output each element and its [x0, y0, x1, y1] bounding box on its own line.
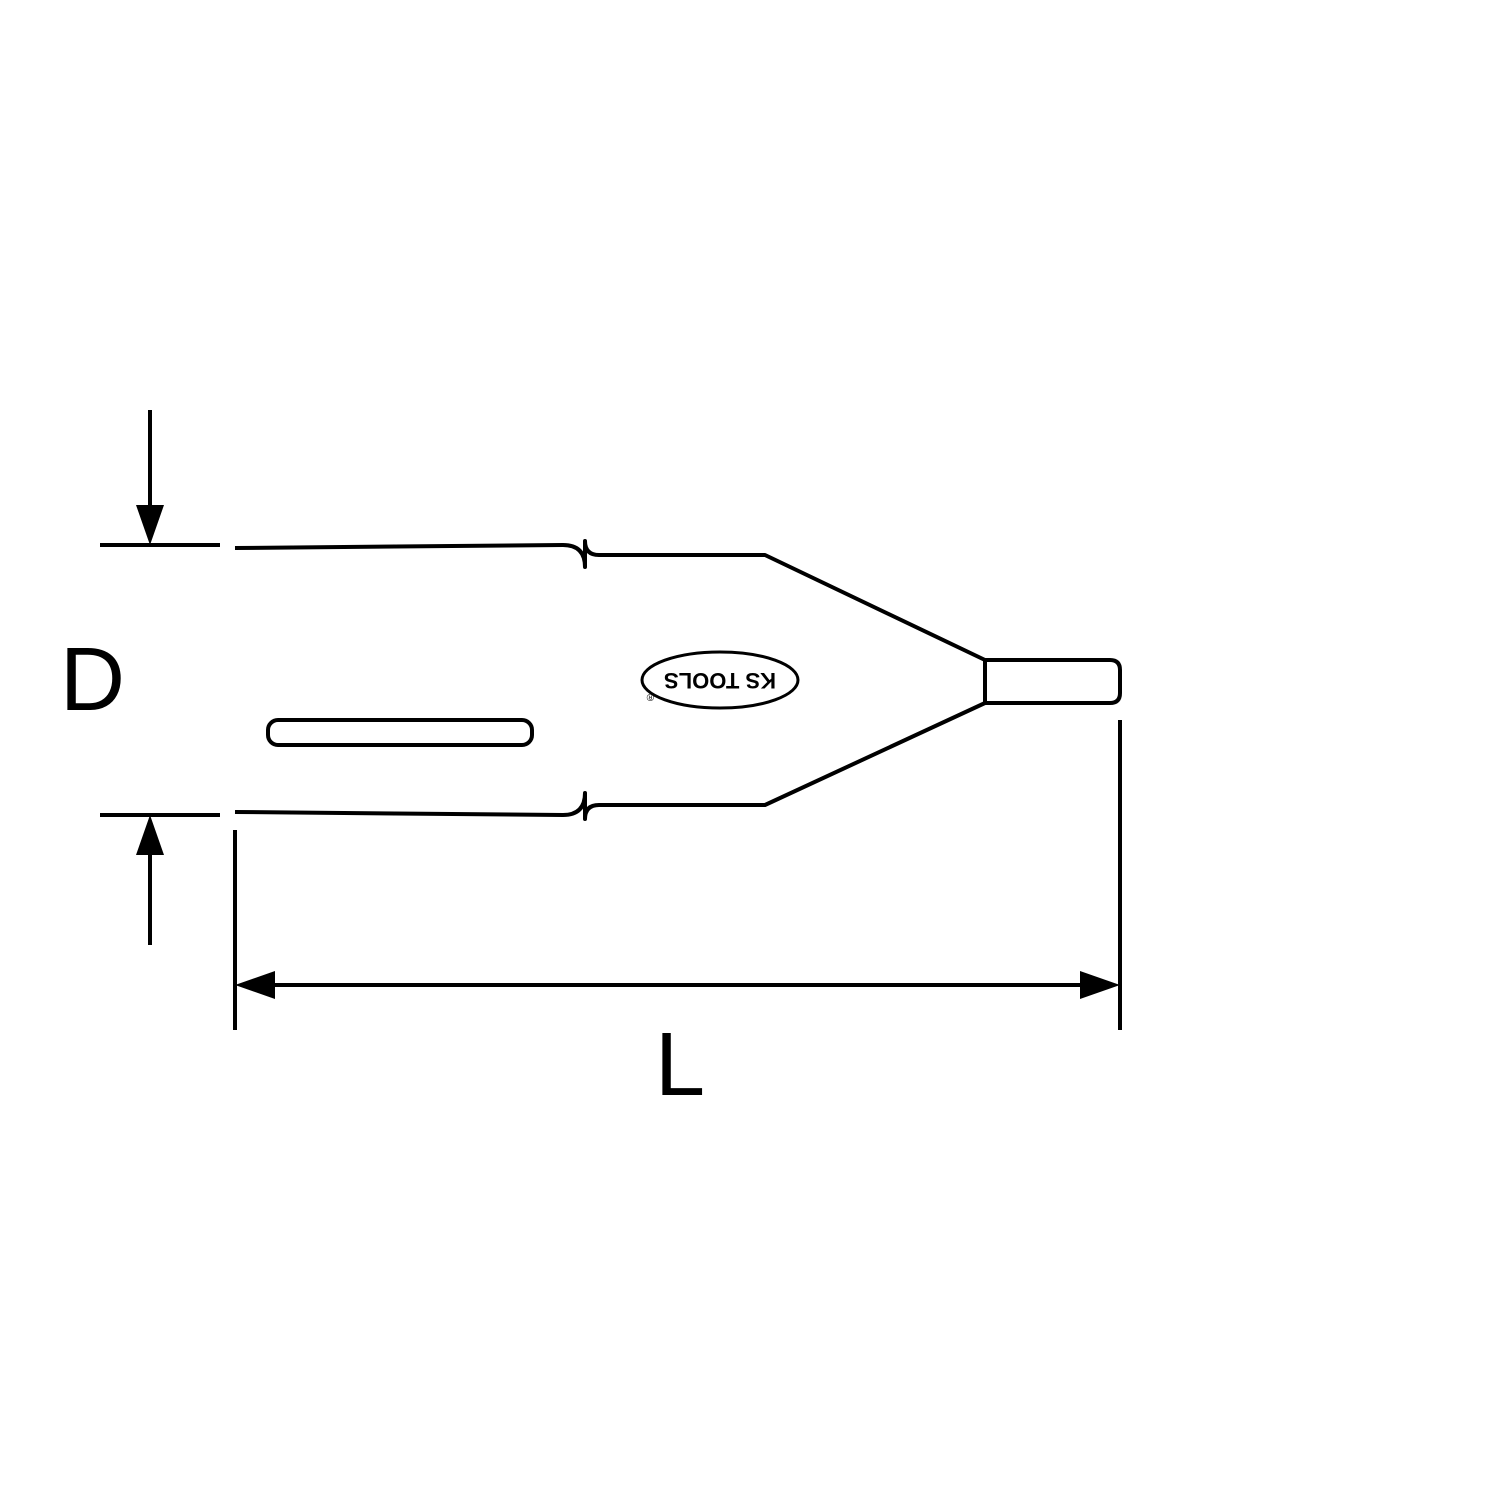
brand-logo: KS TOOLS ® — [642, 652, 798, 708]
dim-D-arrow-bot — [136, 815, 164, 855]
dim-L-arrow-right — [1080, 971, 1120, 999]
detent-slot — [268, 720, 532, 745]
dim-L-arrow-left — [235, 971, 275, 999]
dim-D-label: D — [60, 630, 125, 730]
svg-text:®: ® — [646, 691, 654, 702]
dim-L-label: L — [655, 1015, 705, 1115]
brand-text: KS TOOLS — [664, 668, 776, 693]
technical-drawing: KS TOOLS ® D L — [0, 0, 1500, 1500]
dim-D-arrow-top — [136, 505, 164, 545]
